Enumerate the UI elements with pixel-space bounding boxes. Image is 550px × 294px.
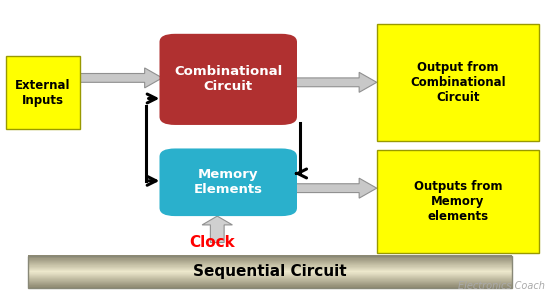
Text: Output from
Combinational
Circuit: Output from Combinational Circuit (410, 61, 505, 104)
Bar (377, 24, 539, 141)
Bar (28, 276, 512, 277)
Bar (28, 270, 512, 271)
Bar (28, 285, 512, 286)
Text: Clock: Clock (189, 235, 235, 250)
Bar (28, 283, 512, 284)
Bar (28, 267, 512, 268)
Bar (28, 287, 512, 288)
Bar (28, 284, 512, 285)
Bar (28, 280, 512, 281)
Bar (28, 255, 512, 256)
Bar (28, 281, 512, 282)
Bar (28, 260, 512, 261)
Bar (28, 277, 512, 278)
Bar (28, 268, 512, 269)
Bar (28, 268, 512, 269)
Bar (28, 260, 512, 261)
Bar (28, 259, 512, 260)
FancyArrow shape (294, 72, 377, 92)
Bar (28, 279, 512, 280)
Bar (28, 261, 512, 262)
Bar (28, 263, 512, 264)
Bar (28, 286, 512, 287)
Bar (28, 274, 512, 275)
Bar (28, 275, 512, 276)
Bar (28, 265, 512, 266)
Text: Sequential Circuit: Sequential Circuit (192, 264, 346, 280)
Bar (28, 274, 512, 275)
Text: Memory
Elements: Memory Elements (194, 168, 263, 196)
Text: Electronics Coach: Electronics Coach (458, 281, 544, 291)
Bar (28, 279, 512, 280)
Bar (28, 272, 512, 273)
Bar (28, 273, 512, 274)
Bar (28, 266, 512, 267)
Bar (28, 276, 512, 277)
Bar (28, 256, 512, 257)
Bar (28, 272, 512, 273)
Bar (28, 258, 512, 259)
FancyBboxPatch shape (160, 148, 297, 216)
Bar (28, 257, 512, 258)
Bar (28, 275, 512, 276)
Bar (28, 259, 512, 260)
Bar (28, 270, 512, 271)
Text: Outputs from
Memory
elements: Outputs from Memory elements (414, 180, 502, 223)
Bar (28, 257, 512, 258)
FancyArrow shape (202, 216, 233, 243)
Bar (28, 281, 512, 282)
Bar (28, 278, 512, 279)
FancyArrow shape (294, 178, 377, 198)
Text: Combinational
Circuit: Combinational Circuit (174, 65, 282, 93)
FancyBboxPatch shape (160, 34, 297, 125)
Bar (28, 269, 512, 270)
Bar (28, 262, 512, 263)
Bar (28, 282, 512, 283)
Bar (28, 263, 512, 264)
FancyArrow shape (80, 68, 162, 88)
Bar (28, 271, 512, 272)
Bar (377, 150, 539, 253)
Bar (28, 264, 512, 265)
Bar (28, 266, 512, 267)
Text: External
Inputs: External Inputs (15, 78, 70, 107)
Bar (28, 261, 512, 262)
Bar (28, 267, 512, 268)
Bar (28, 287, 512, 288)
Bar (28, 256, 512, 288)
Bar (28, 283, 512, 284)
Bar (6, 56, 80, 129)
